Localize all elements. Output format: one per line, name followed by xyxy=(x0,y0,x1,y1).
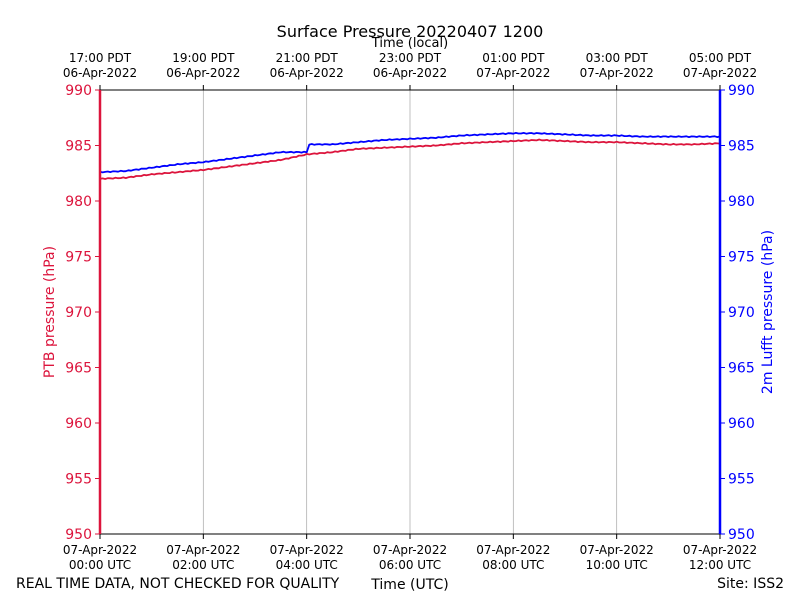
y-tick-label-right: 970 xyxy=(728,305,755,321)
x-tick-label-utc-date: 07-Apr-2022 xyxy=(166,543,240,557)
y-tick-label-left: 970 xyxy=(65,305,92,321)
x-tick-label-utc-date: 07-Apr-2022 xyxy=(476,543,550,557)
x-tick-label-utc-time: 04:00 UTC xyxy=(276,558,338,572)
y-tick-label-right: 990 xyxy=(728,83,755,99)
x-tick-label-local-date: 06-Apr-2022 xyxy=(270,66,344,80)
y-tick-label-left: 980 xyxy=(65,194,92,210)
x-tick-label-local-time: 23:00 PDT xyxy=(379,51,442,65)
top-axis-title: Time (local) xyxy=(371,36,448,51)
x-tick-label-utc-time: 08:00 UTC xyxy=(482,558,544,572)
site-label: Site: ISS2 xyxy=(717,576,784,592)
y-tick-label-left: 955 xyxy=(65,472,92,488)
axis-ticks: 950 950 955 955 960 960 965 965 970 970 975 975 980 9… xyxy=(63,51,757,572)
y-tick-label-left: 950 xyxy=(65,527,92,543)
y-tick-label-right: 985 xyxy=(728,139,755,155)
chart-title: Surface Pressure 20220407 1200 xyxy=(277,22,544,41)
x-tick-label-utc-date: 07-Apr-2022 xyxy=(683,543,757,557)
y-tick-label-right: 965 xyxy=(728,361,755,377)
grid-lines xyxy=(202,90,618,534)
x-tick-label-utc-date: 07-Apr-2022 xyxy=(270,543,344,557)
series-line-lufft xyxy=(99,131,721,174)
x-tick-label-local-date: 06-Apr-2022 xyxy=(166,66,240,80)
x-tick-label-local-date: 07-Apr-2022 xyxy=(683,66,757,80)
y-axis-label-right: 2m Lufft pressure (hPa) xyxy=(760,230,776,394)
quality-disclaimer: REAL TIME DATA, NOT CHECKED FOR QUALITY xyxy=(16,576,340,592)
x-tick-label-local-time: 17:00 PDT xyxy=(69,51,132,65)
y-tick-label-right: 960 xyxy=(728,416,755,432)
series-line-ptb xyxy=(99,138,721,180)
x-tick-label-local-time: 21:00 PDT xyxy=(276,51,339,65)
x-tick-label-utc-time: 06:00 UTC xyxy=(379,558,441,572)
x-axis-label: Time (UTC) xyxy=(370,577,448,593)
y-axis-label-left: PTB pressure (hPa) xyxy=(42,246,58,378)
x-tick-label-utc-time: 12:00 UTC xyxy=(689,558,751,572)
y-tick-label-right: 950 xyxy=(728,527,755,543)
y-tick-label-left: 985 xyxy=(65,139,92,155)
x-tick-label-utc-time: 00:00 UTC xyxy=(69,558,131,572)
y-tick-label-left: 960 xyxy=(65,416,92,432)
y-tick-label-left: 975 xyxy=(65,250,92,266)
x-tick-label-local-date: 06-Apr-2022 xyxy=(63,66,137,80)
y-tick-label-right: 980 xyxy=(728,194,755,210)
x-tick-label-local-time: 05:00 PDT xyxy=(689,51,752,65)
x-tick-label-local-date: 07-Apr-2022 xyxy=(580,66,654,80)
x-tick-label-utc-date: 07-Apr-2022 xyxy=(373,543,447,557)
x-tick-label-utc-date: 07-Apr-2022 xyxy=(63,543,137,557)
x-tick-label-local-time: 19:00 PDT xyxy=(172,51,235,65)
y-tick-label-left: 990 xyxy=(65,83,92,99)
x-tick-label-utc-date: 07-Apr-2022 xyxy=(580,543,654,557)
x-tick-label-local-date: 07-Apr-2022 xyxy=(476,66,550,80)
x-tick-label-local-date: 06-Apr-2022 xyxy=(373,66,447,80)
y-tick-label-left: 965 xyxy=(65,361,92,377)
x-tick-label-local-time: 01:00 PDT xyxy=(482,51,545,65)
x-tick-label-utc-time: 10:00 UTC xyxy=(586,558,648,572)
y-tick-label-right: 975 xyxy=(728,250,755,266)
series-lines xyxy=(99,131,721,180)
x-tick-label-utc-time: 02:00 UTC xyxy=(172,558,234,572)
y-tick-label-right: 955 xyxy=(728,472,755,488)
x-tick-label-local-time: 03:00 PDT xyxy=(586,51,649,65)
